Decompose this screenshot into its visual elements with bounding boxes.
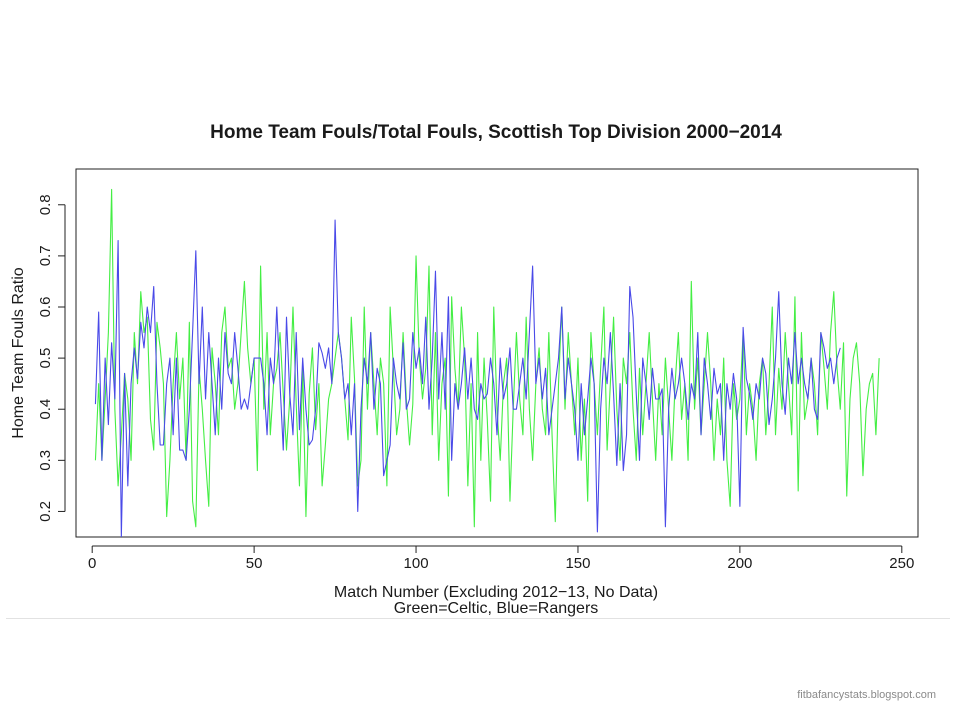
series-line-celtic [94, 188, 880, 528]
x-tick-label: 0 [88, 555, 96, 572]
x-tick-label: 200 [727, 555, 752, 572]
y-tick-label: 0.3 [37, 450, 54, 471]
x-tick-label: 250 [889, 555, 914, 572]
x-tick-label: 150 [565, 555, 590, 572]
x-axis: 0 50 100 150 200 250 [88, 545, 914, 572]
plot-frame [75, 168, 919, 538]
x-axis-label: Match Number (Excluding 2012−13, No Data… [334, 584, 658, 601]
chart-panel: Home Team Fouls/Total Fouls, Scottish To… [6, 80, 950, 619]
y-tick-label: 0.2 [37, 501, 54, 522]
y-axis: 0.2 0.3 0.4 0.5 0.6 0.7 0.8 [37, 194, 66, 522]
x-tick-label: 100 [404, 555, 429, 572]
y-tick-label: 0.4 [37, 399, 54, 420]
series-line-rangers [94, 219, 841, 537]
y-tick-label: 0.5 [37, 348, 54, 369]
y-tick-label: 0.7 [37, 245, 54, 266]
chart-title: Home Team Fouls/Total Fouls, Scottish To… [210, 122, 782, 143]
series-layer [94, 188, 880, 537]
line-chart: Home Team Fouls/Total Fouls, Scottish To… [10, 122, 919, 617]
x-tick-label: 50 [246, 555, 263, 572]
y-tick-label: 0.6 [37, 297, 54, 318]
x-axis-sublabel: Green=Celtic, Blue=Rangers [394, 600, 599, 617]
watermark: fitbafancystats.blogspot.com [797, 689, 936, 701]
y-tick-label: 0.8 [37, 194, 54, 215]
y-axis-label: Home Team Fouls Ratio [10, 267, 27, 438]
